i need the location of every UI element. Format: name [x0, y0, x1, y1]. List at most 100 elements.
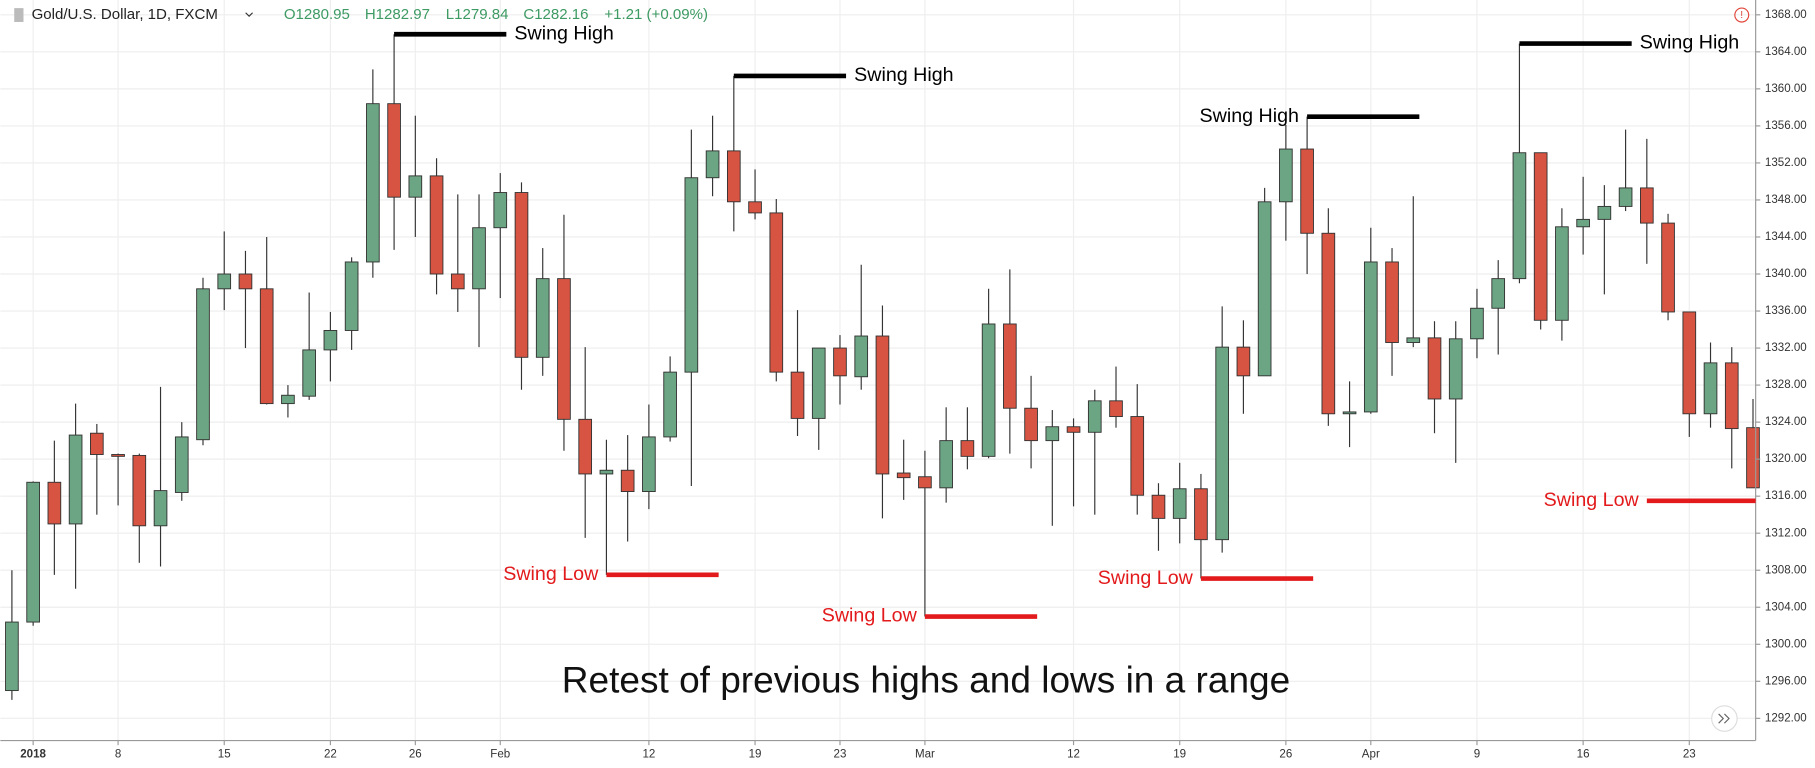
dropdown-icon[interactable] — [245, 12, 253, 18]
candle-body — [769, 212, 784, 373]
x-tick-label: 19 — [1173, 748, 1186, 760]
swing-label: Swing High — [1200, 105, 1299, 127]
candle-body — [1555, 226, 1569, 321]
y-tick-label: 1368.00 — [1765, 9, 1807, 21]
x-tick-label: 23 — [834, 748, 847, 760]
candle-body — [174, 436, 189, 493]
x-tick-label: Mar — [915, 748, 935, 760]
candle-body — [493, 192, 508, 229]
candle-body — [684, 177, 699, 373]
candle-body — [1130, 416, 1145, 496]
candle-body — [854, 335, 869, 378]
candle-body — [1661, 222, 1675, 313]
scroll-icon — [1718, 713, 1730, 724]
candle-body — [790, 371, 805, 419]
candle-body — [472, 227, 486, 290]
y-tick-label: 1332.00 — [1765, 342, 1807, 354]
candle-body — [196, 288, 210, 441]
swing-label: Swing High — [514, 22, 613, 44]
y-tick-label: 1320.00 — [1765, 453, 1807, 465]
candle-body — [939, 440, 953, 489]
y-tick-label: 1340.00 — [1765, 268, 1807, 280]
y-tick-label: 1304.00 — [1765, 601, 1807, 613]
swing-label: Swing High — [1640, 32, 1739, 54]
y-tick-label: 1336.00 — [1765, 305, 1807, 317]
x-tick-label: 9 — [1474, 748, 1480, 760]
candle-body — [1109, 400, 1123, 418]
y-tick-label: 1352.00 — [1765, 157, 1807, 169]
ohlc-value: +1.21 (+0.09%) — [604, 6, 708, 23]
candle-body — [514, 192, 529, 358]
x-tick-label: 2018 — [20, 748, 46, 760]
x-tick-label: Apr — [1362, 748, 1380, 760]
candle-body — [599, 469, 614, 475]
candle-body — [726, 150, 741, 203]
x-tick-label: 19 — [749, 748, 762, 760]
candle-body — [663, 371, 677, 438]
y-tick-label: 1324.00 — [1765, 416, 1807, 428]
candle-body — [217, 273, 232, 290]
candle-body — [1427, 337, 1442, 400]
candle-body — [1576, 218, 1590, 228]
candles — [5, 34, 1760, 700]
alert-icon[interactable] — [1734, 7, 1750, 23]
candle-body — [1363, 261, 1378, 413]
alert-icon-mark: ! — [1740, 10, 1743, 21]
caption: Retest of previous highs and lows in a r… — [562, 658, 1290, 700]
y-tick-label: 1344.00 — [1765, 231, 1807, 243]
symbol-icon — [14, 8, 24, 22]
candle-body — [1746, 427, 1760, 489]
candle-body — [1512, 152, 1527, 280]
x-tick-label: 12 — [1067, 748, 1080, 760]
candle-body — [132, 454, 147, 527]
candle-body — [1066, 426, 1081, 433]
candle-body — [1300, 148, 1314, 234]
candle-body — [1597, 205, 1612, 220]
swing-label: Swing Low — [1544, 489, 1640, 511]
candle-body — [1618, 187, 1633, 207]
y-tick-label: 1308.00 — [1765, 564, 1807, 576]
candle-body — [811, 347, 826, 419]
candle-body — [1321, 232, 1336, 415]
candle-body — [1279, 148, 1293, 203]
y-tick-label: 1364.00 — [1765, 46, 1807, 58]
x-tick-label: 15 — [218, 748, 231, 760]
candle-body — [620, 469, 635, 492]
candle-body — [1024, 407, 1038, 442]
candle-body — [1448, 338, 1463, 400]
candle-body — [1385, 261, 1399, 343]
candle-body — [323, 330, 338, 351]
candle-body — [535, 278, 550, 358]
candle-body — [981, 323, 996, 457]
y-tick-label: 1300.00 — [1765, 638, 1807, 650]
candle-body — [1215, 346, 1230, 541]
candle-body — [1194, 488, 1208, 541]
y-tick-label: 1348.00 — [1765, 194, 1807, 206]
swing-label: Swing Low — [1098, 567, 1194, 589]
y-tick-label: 1328.00 — [1765, 379, 1807, 391]
swing-label: Swing High — [854, 64, 953, 86]
candle-body — [918, 476, 932, 489]
x-tick-label: 12 — [642, 748, 655, 760]
candle-body — [1703, 362, 1718, 415]
candle-body — [1236, 346, 1251, 377]
candle-body — [153, 490, 168, 527]
ohlc-value: L1279.84 — [446, 6, 509, 23]
candle-body — [111, 454, 125, 457]
candle-body — [896, 472, 911, 479]
candle-body — [1724, 362, 1739, 430]
x-tick-label: 8 — [115, 748, 121, 760]
x-tick-label: 23 — [1683, 748, 1696, 760]
candle-body — [47, 481, 62, 525]
y-tick-label: 1296.00 — [1765, 675, 1807, 687]
candle-body — [1470, 307, 1484, 340]
ohlc-value: O1280.95 — [284, 6, 350, 23]
scroll-button[interactable] — [1711, 705, 1738, 732]
candle-body — [387, 103, 401, 198]
y-tick-label: 1316.00 — [1765, 490, 1807, 502]
candle-body — [450, 273, 465, 290]
candle-body — [1087, 400, 1102, 433]
candle-body — [1151, 494, 1166, 519]
candle-body — [1491, 278, 1506, 309]
